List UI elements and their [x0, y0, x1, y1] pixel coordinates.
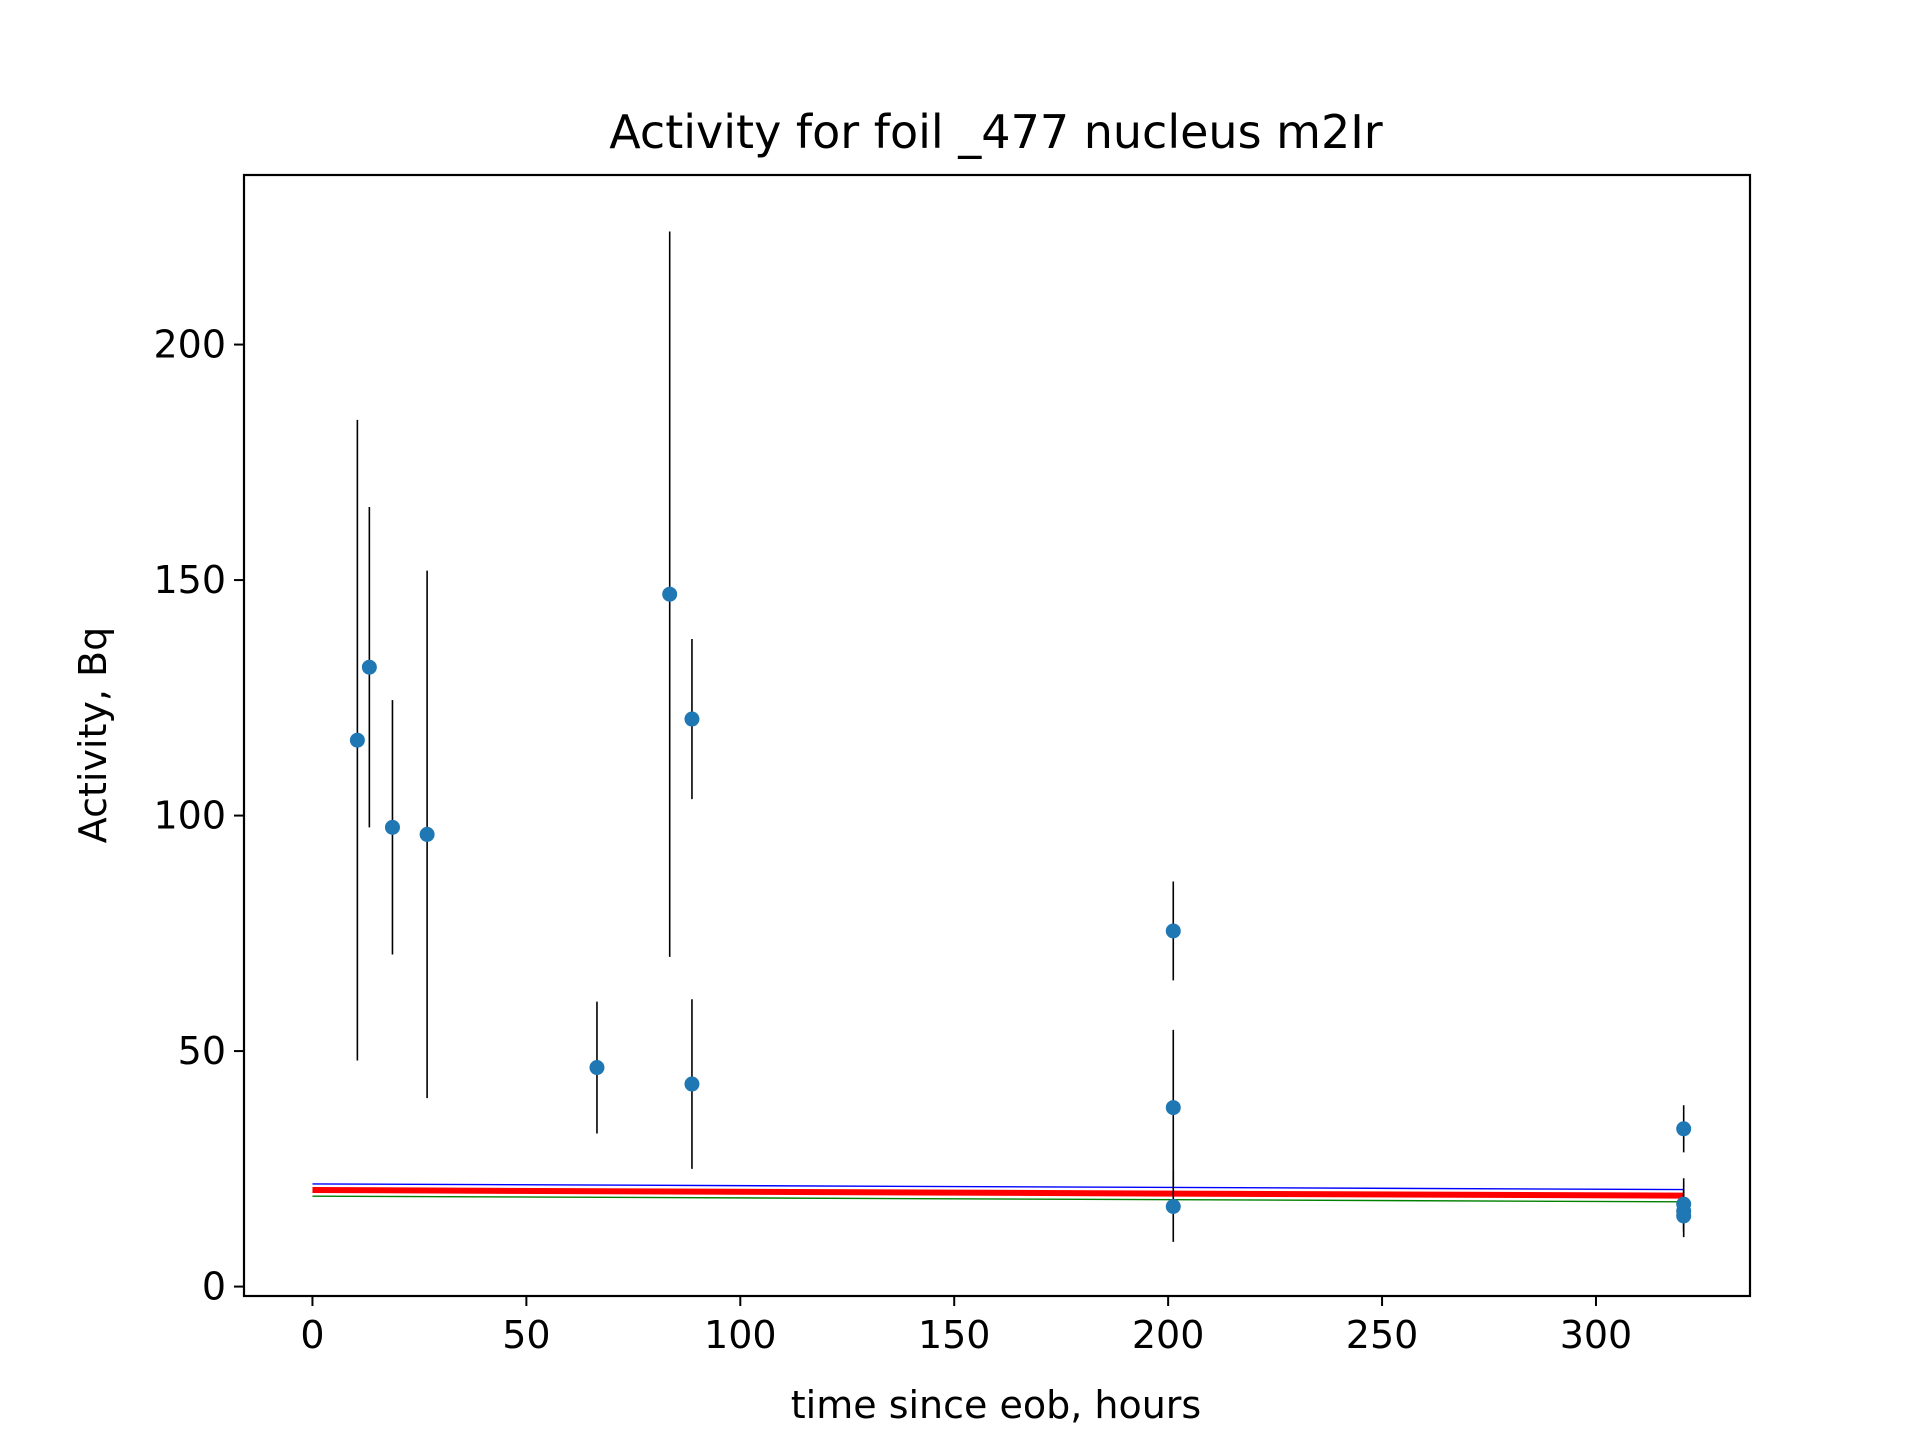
x-tick-label: 200: [1132, 1313, 1205, 1357]
data-point-2: [384, 819, 400, 835]
data-point-8: [1165, 923, 1181, 939]
x-tick-label: 100: [704, 1313, 777, 1357]
data-point-5: [662, 586, 678, 602]
x-tick-label: 0: [300, 1313, 324, 1357]
error-bars: [356, 231, 1685, 1242]
data-point-1: [361, 659, 377, 675]
data-point-3: [419, 826, 435, 842]
y-axis-label: Activity, Bq: [71, 627, 115, 843]
x-tick-label: 250: [1346, 1313, 1419, 1357]
fit-line-0: [312, 1183, 1684, 1191]
y-tick-label: 100: [153, 794, 226, 838]
data-point-11: [1676, 1121, 1692, 1137]
data-point-7: [684, 1076, 700, 1092]
y-tick-label: 50: [178, 1029, 226, 1073]
fit-line-1: [312, 1187, 1684, 1199]
y-tick-label: 200: [153, 323, 226, 367]
x-ticks: 0 50 100 150 200 250 300: [300, 1296, 1632, 1357]
fit-line-2: [312, 1195, 1684, 1203]
data-point-4: [589, 1060, 605, 1076]
y-ticks: 0 50 100 150 200: [153, 323, 244, 1309]
y-tick-label: 0: [202, 1265, 226, 1309]
x-tick-label: 150: [918, 1313, 991, 1357]
data-point-9: [1165, 1100, 1181, 1116]
x-tick-label: 300: [1560, 1313, 1633, 1357]
data-point-6: [684, 711, 700, 727]
data-point-10: [1165, 1199, 1181, 1215]
fit-lines: [312, 1183, 1684, 1203]
data-points: [349, 586, 1692, 1224]
x-axis-label: time since eob, hours: [791, 1383, 1201, 1427]
data-point-0: [349, 732, 365, 748]
data-point-14: [1676, 1208, 1692, 1224]
chart-title: Activity for foil _477 nucleus m2Ir: [609, 105, 1383, 159]
x-tick-label: 50: [502, 1313, 550, 1357]
plot-frame: [242, 173, 1752, 1298]
y-tick-label: 150: [153, 558, 226, 602]
